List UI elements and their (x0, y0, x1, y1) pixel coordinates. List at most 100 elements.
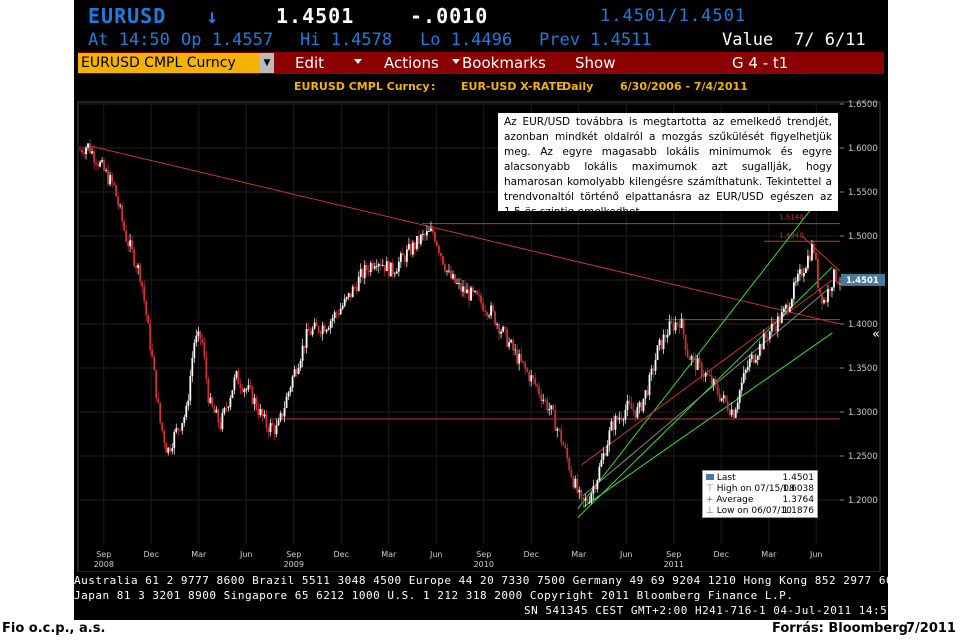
candle-body (159, 402, 162, 423)
candle-body (119, 205, 122, 207)
candle-body (209, 397, 212, 403)
show-menu[interactable]: Show (575, 54, 616, 72)
legend-box: Last 1.4501 ⊤ High on 07/15/08 1.6038 + … (702, 470, 818, 518)
ticker[interactable]: EURUSD (88, 4, 167, 28)
candle-body (650, 368, 653, 375)
candle-body (588, 502, 591, 504)
security-field[interactable]: EURUSD CMPL Curncy (78, 53, 260, 73)
candle-body (436, 241, 438, 246)
candle-body (712, 379, 715, 385)
candle-body (760, 344, 763, 350)
candle-body (415, 235, 418, 250)
scroll-marker[interactable]: « (872, 327, 880, 342)
candle-body (514, 349, 517, 351)
candle-body (658, 339, 661, 346)
candle-body (566, 447, 569, 459)
candle-body (504, 326, 507, 329)
candle-body (562, 442, 565, 446)
candle-body (564, 445, 567, 448)
candle-body (231, 390, 234, 398)
candle-body (768, 331, 771, 340)
candle-body (696, 358, 699, 370)
candle-body (596, 480, 599, 490)
candle-body (742, 373, 745, 383)
candle-body (480, 295, 482, 304)
candle-body (109, 174, 111, 185)
x-tick-label: Mar (381, 550, 397, 559)
candle-body (195, 335, 198, 343)
candle-body (319, 331, 322, 334)
actions-dropdown-icon[interactable] (452, 59, 460, 64)
triangle-down-icon[interactable]: ▼ (260, 53, 274, 73)
candle-body (141, 281, 144, 287)
average-marker-icon: + (706, 495, 714, 505)
candle-body (183, 417, 186, 424)
candle-body (219, 422, 222, 429)
candle-body (694, 356, 697, 370)
candle-body (369, 263, 372, 273)
candle-body (660, 339, 663, 350)
candle-body (261, 409, 264, 417)
candle-body (143, 286, 146, 301)
candle-body (540, 394, 543, 402)
candle-body (263, 414, 266, 417)
candle-body (821, 293, 823, 304)
candle-body (189, 375, 192, 401)
candle-body (833, 269, 835, 288)
candle-body (678, 323, 681, 328)
candle-body (313, 322, 316, 329)
candle-body (367, 270, 370, 273)
legend-low-label: Low on 06/07/10 (716, 506, 792, 516)
candle-body (333, 312, 336, 319)
bookmarks-menu[interactable]: Bookmarks (462, 54, 546, 72)
candle-body (197, 331, 200, 336)
candle-body (241, 388, 244, 392)
candle-body (454, 274, 456, 284)
edit-dropdown-icon[interactable] (354, 59, 362, 64)
candle-body (805, 268, 807, 273)
candle-body (662, 334, 665, 350)
candle-body (558, 428, 561, 430)
candle-body (309, 331, 312, 335)
candle-body (674, 322, 677, 331)
candle-body (426, 231, 428, 236)
chart-period: Daily (562, 80, 594, 93)
x-tick-label: Sep (96, 550, 111, 559)
chart-header: EURUSD CMPL Curncy : EUR-USD X-RATE Dail… (78, 76, 884, 98)
candle-body (464, 286, 466, 294)
chart-separator: : (431, 80, 436, 93)
candle-body (81, 149, 83, 153)
candle-body (794, 281, 797, 283)
credit-date: 7/2011 (906, 621, 956, 636)
candle-body (478, 294, 480, 296)
y-tick-label: 1.5000 (848, 232, 878, 242)
candle-body (518, 353, 521, 364)
candle-body (149, 323, 152, 350)
y-axis: 1.65001.60001.55001.50001.45001.40001.35… (840, 100, 885, 506)
candle-body (516, 349, 519, 364)
candle-body (534, 378, 537, 385)
candle-body (359, 269, 362, 277)
candle-body (576, 478, 579, 493)
candle-body (93, 151, 95, 163)
candle-body (145, 300, 148, 316)
candle-body (448, 270, 450, 272)
candle-body (371, 263, 374, 269)
candle-body (664, 334, 667, 338)
actions-menu[interactable]: Actions (384, 54, 439, 72)
edit-menu[interactable]: Edit (295, 54, 325, 72)
candle-body (179, 429, 182, 431)
candle-body (500, 331, 503, 334)
candle-body (568, 458, 571, 471)
candle-body (524, 362, 527, 369)
candle-body (682, 318, 685, 335)
candle-body (472, 287, 474, 292)
prev-price: Prev 1.4511 (539, 30, 652, 50)
candle-body (823, 299, 825, 304)
x-tick-label: Mar (761, 550, 777, 559)
candle-body (257, 409, 260, 415)
candle-body (758, 344, 761, 356)
open-price: Op 1.4557 (181, 30, 274, 50)
candle-body (409, 244, 412, 255)
last-price-tag (841, 273, 885, 286)
